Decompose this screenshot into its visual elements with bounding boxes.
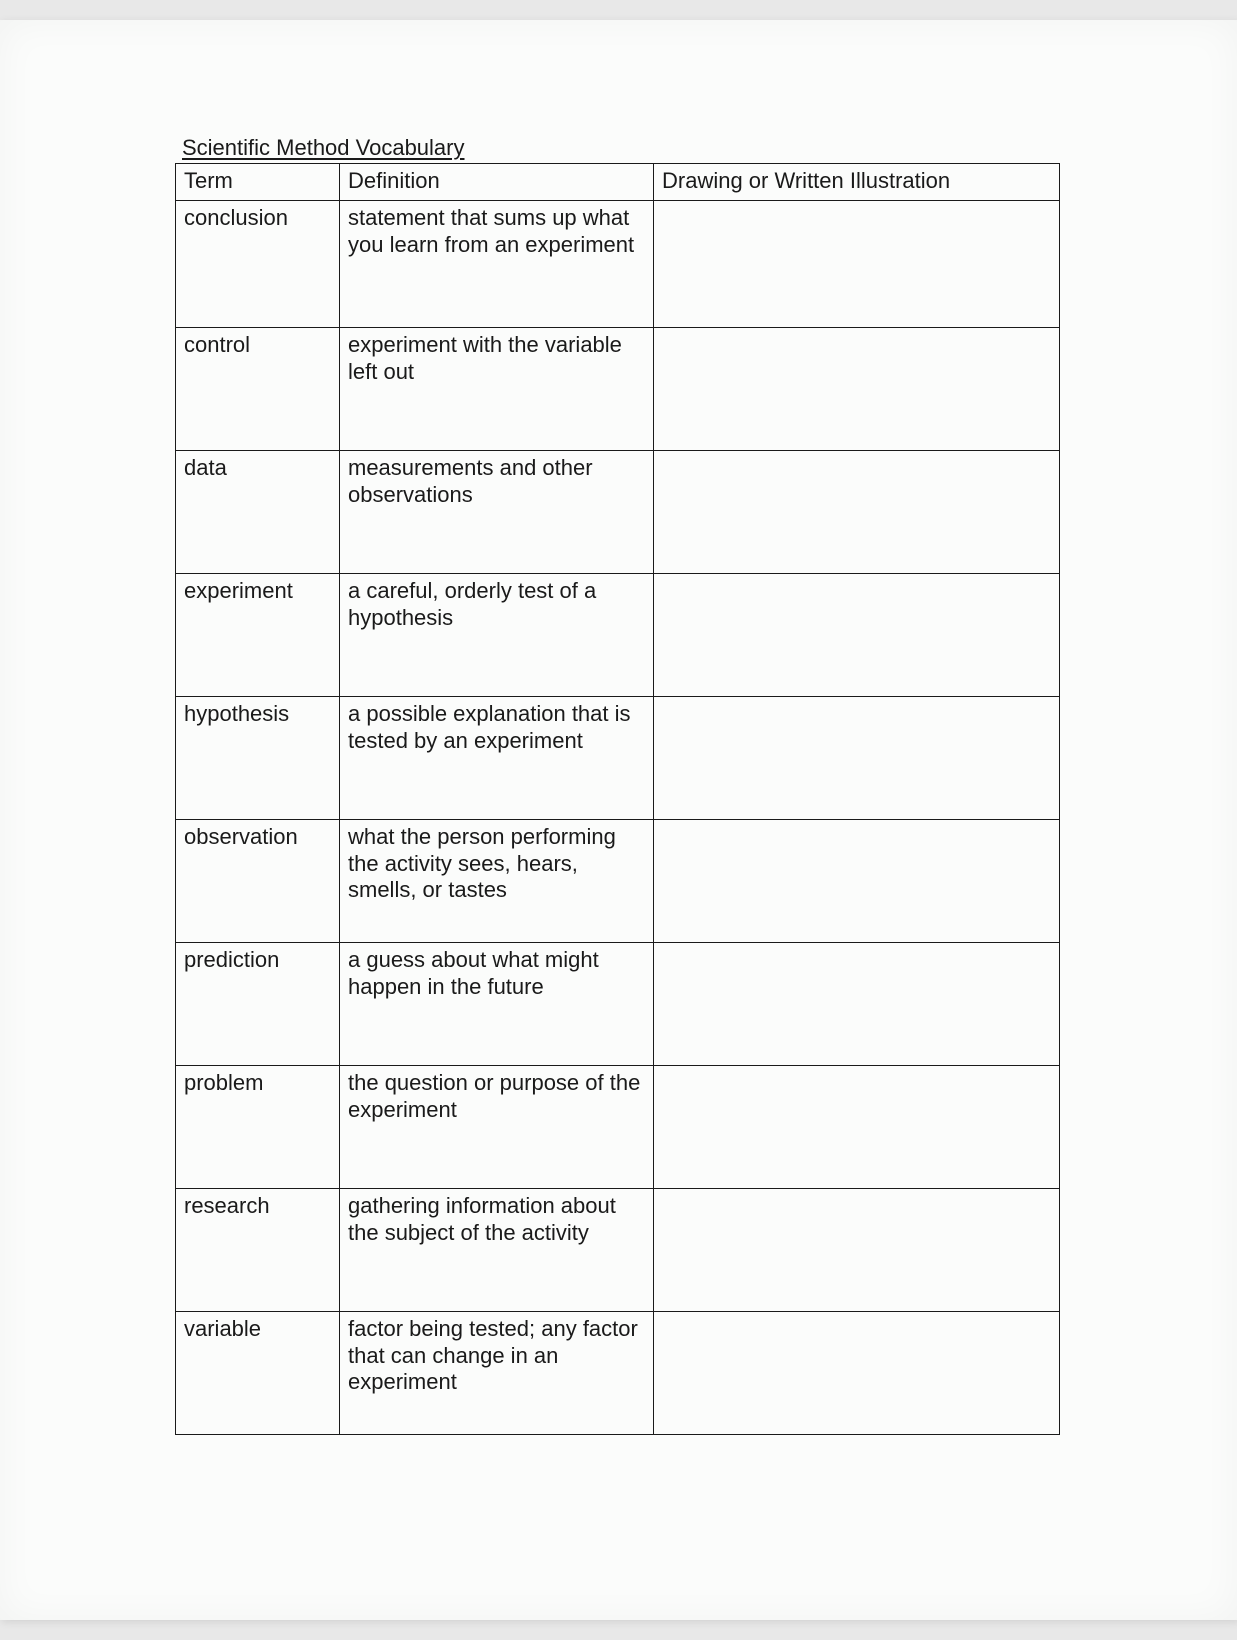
table-row: problem the question or purpose of the e… xyxy=(176,1065,1060,1188)
term-cell: observation xyxy=(176,819,340,942)
term-cell: research xyxy=(176,1188,340,1311)
illustration-cell xyxy=(654,819,1060,942)
table-row: research gathering information about the… xyxy=(176,1188,1060,1311)
table-row: experiment a careful, orderly test of a … xyxy=(176,573,1060,696)
definition-cell: experiment with the variable left out xyxy=(340,327,654,450)
table-header-row: Term Definition Drawing or Written Illus… xyxy=(176,164,1060,201)
definition-cell: statement that sums up what you learn fr… xyxy=(340,200,654,327)
definition-cell: a guess about what might happen in the f… xyxy=(340,942,654,1065)
definition-cell: a possible explanation that is tested by… xyxy=(340,696,654,819)
term-cell: control xyxy=(176,327,340,450)
illustration-cell xyxy=(654,1188,1060,1311)
definition-cell: factor being tested; any factor that can… xyxy=(340,1311,654,1434)
definition-cell: a careful, orderly test of a hypothesis xyxy=(340,573,654,696)
table-row: prediction a guess about what might happ… xyxy=(176,942,1060,1065)
definition-cell: the question or purpose of the experimen… xyxy=(340,1065,654,1188)
term-cell: hypothesis xyxy=(176,696,340,819)
illustration-cell xyxy=(654,1311,1060,1434)
illustration-cell xyxy=(654,573,1060,696)
page-title: Scientific Method Vocabulary xyxy=(182,135,1067,161)
term-cell: problem xyxy=(176,1065,340,1188)
definition-cell: gathering information about the subject … xyxy=(340,1188,654,1311)
column-header-term: Term xyxy=(176,164,340,201)
table-row: hypothesis a possible explanation that i… xyxy=(176,696,1060,819)
vocabulary-table: Term Definition Drawing or Written Illus… xyxy=(175,163,1060,1435)
illustration-cell xyxy=(654,200,1060,327)
term-cell: prediction xyxy=(176,942,340,1065)
definition-cell: measurements and other observations xyxy=(340,450,654,573)
term-cell: variable xyxy=(176,1311,340,1434)
document-page: Scientific Method Vocabulary Term Defini… xyxy=(0,20,1237,1620)
column-header-definition: Definition xyxy=(340,164,654,201)
illustration-cell xyxy=(654,942,1060,1065)
table-row: data measurements and other observations xyxy=(176,450,1060,573)
table-row: observation what the person performing t… xyxy=(176,819,1060,942)
illustration-cell xyxy=(654,696,1060,819)
term-cell: conclusion xyxy=(176,200,340,327)
table-row: control experiment with the variable lef… xyxy=(176,327,1060,450)
table-row: conclusion statement that sums up what y… xyxy=(176,200,1060,327)
column-header-illustration: Drawing or Written Illustration xyxy=(654,164,1060,201)
illustration-cell xyxy=(654,327,1060,450)
term-cell: data xyxy=(176,450,340,573)
term-cell: experiment xyxy=(176,573,340,696)
definition-cell: what the person performing the activity … xyxy=(340,819,654,942)
illustration-cell xyxy=(654,1065,1060,1188)
table-row: variable factor being tested; any factor… xyxy=(176,1311,1060,1434)
illustration-cell xyxy=(654,450,1060,573)
